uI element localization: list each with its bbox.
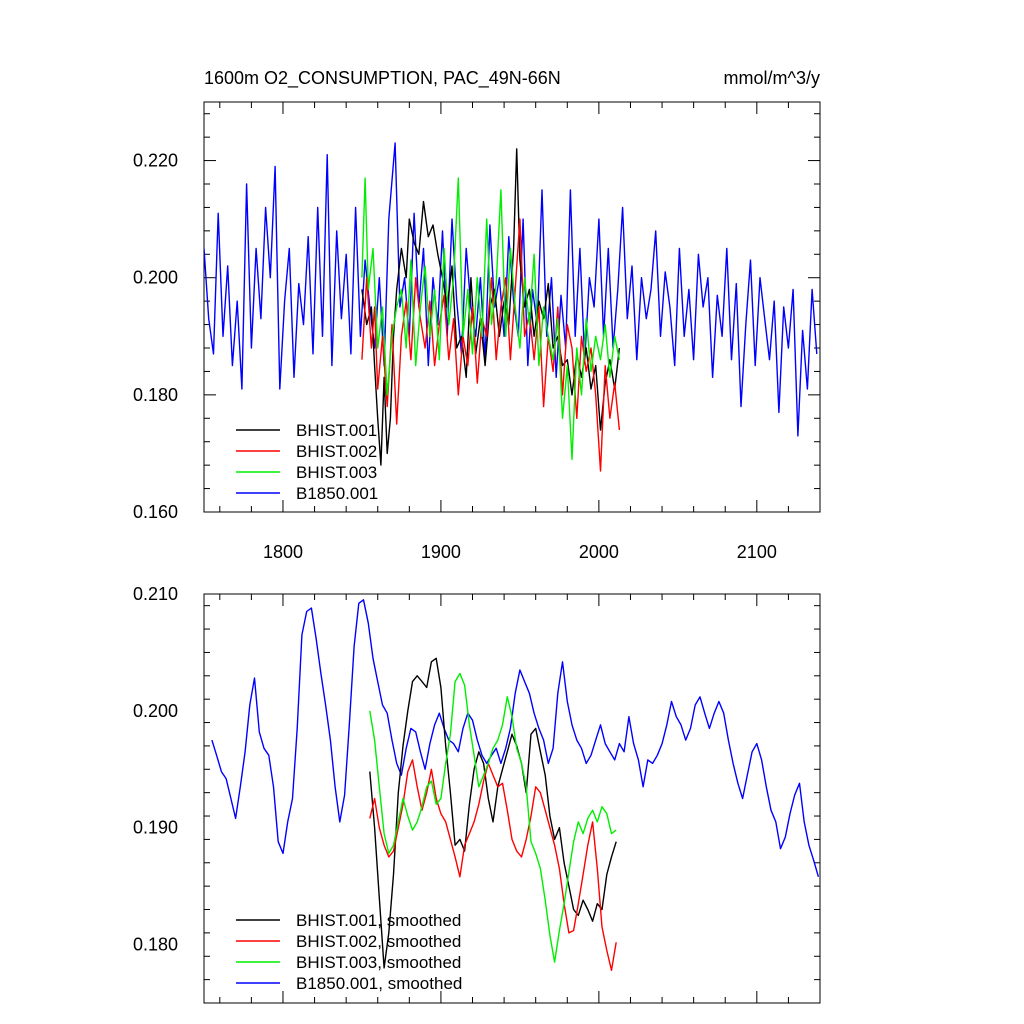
series-line-b1850-001	[204, 142, 818, 437]
y-tick-label: 0.200	[133, 268, 178, 288]
y-tick-label: 0.220	[133, 151, 178, 171]
legend-label: BHIST.002	[296, 442, 377, 461]
x-tick-label: 1800	[263, 542, 303, 562]
top-panel: 1600m O2_CONSUMPTION, PAC_49N-66N mmol/m…	[133, 68, 821, 562]
y-tick-label: 0.210	[133, 584, 178, 604]
legend-label: BHIST.003, smoothed	[296, 953, 461, 972]
series-line-bhist-001-smoothed	[369, 657, 617, 969]
series-line-bhist-003-smoothed	[369, 672, 617, 963]
series-line-bhist-002-smoothed	[369, 759, 617, 971]
y-tick-label: 0.160	[133, 502, 178, 522]
legend-label: BHIST.003	[296, 463, 377, 482]
top-panel-units: mmol/m^3/y	[724, 68, 820, 88]
top-panel-title: 1600m O2_CONSUMPTION, PAC_49N-66N	[204, 68, 561, 89]
series-line-bhist-003	[361, 177, 621, 460]
legend-label: B1850.001, smoothed	[296, 974, 462, 993]
legend-label: BHIST.001	[296, 421, 377, 440]
series-line-b1850-001-smoothed	[211, 599, 820, 877]
y-tick-label: 0.180	[133, 385, 178, 405]
y-tick-label: 0.190	[133, 818, 178, 838]
x-tick-label: 1900	[421, 542, 461, 562]
y-tick-label: 0.200	[133, 701, 178, 721]
legend-label: B1850.001	[296, 484, 378, 503]
legend-label: BHIST.001, smoothed	[296, 911, 461, 930]
series-line-bhist-002	[361, 218, 621, 472]
plot-frame	[203, 101, 821, 513]
x-tick-label: 2100	[737, 542, 777, 562]
y-tick-label: 0.180	[133, 935, 178, 955]
legend-label: BHIST.002, smoothed	[296, 932, 461, 951]
plot-frame	[203, 593, 821, 1004]
bottom-panel: 0.180 0.190 0.200 0.210 BHIST.001, smoothed B…	[133, 584, 821, 1004]
x-tick-label: 2000	[579, 542, 619, 562]
